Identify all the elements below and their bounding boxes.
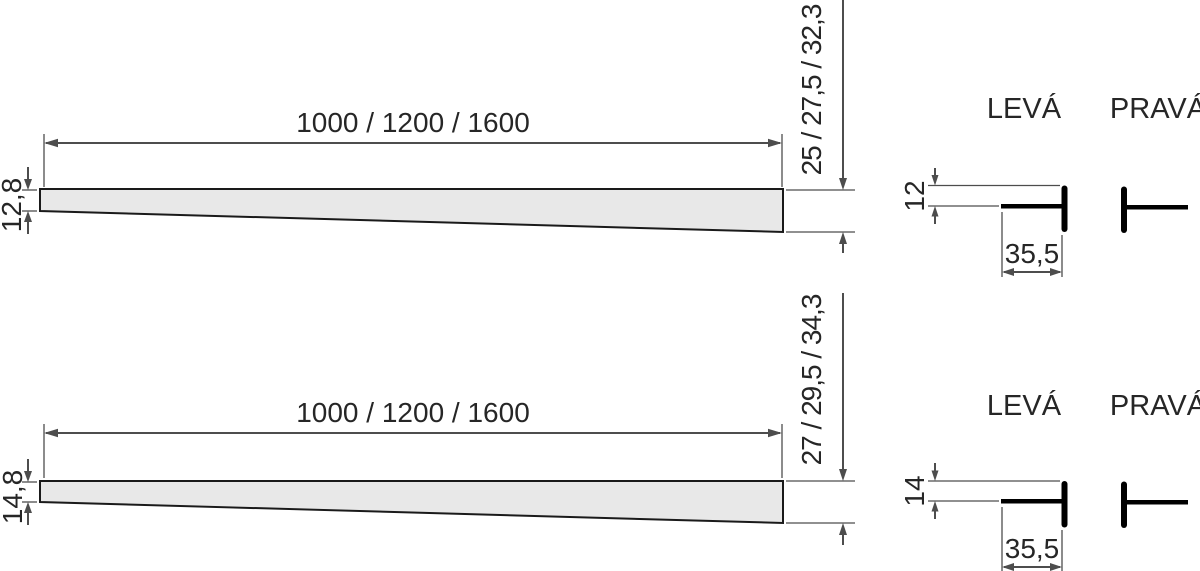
start-height-dimension-label: 12,8: [0, 177, 27, 233]
arrow-right-icon: [768, 428, 782, 438]
arrow-left-icon: [44, 138, 58, 148]
cross-width-dimension-label: 35,5: [1004, 238, 1060, 269]
arrow-right-icon: [1050, 563, 1062, 571]
arrow-down-icon: [24, 471, 32, 482]
right-variant-label: PRAVÁ: [1109, 390, 1200, 422]
arrow-up-icon: [931, 501, 939, 512]
end-height-dimension-label: 27 / 29,5 / 34,3: [796, 294, 827, 466]
arrow-left-icon: [44, 428, 58, 438]
left-profile-upstand-icon: [1061, 185, 1068, 232]
arrow-down-icon: [931, 175, 939, 186]
cross-height-dimension-label: 12: [899, 180, 930, 212]
arrow-right-icon: [1050, 268, 1062, 276]
start-height-dimension-label: 14,8: [0, 469, 28, 525]
arrow-right-icon: [768, 138, 782, 148]
right-profile-upstand-icon: [1121, 481, 1127, 528]
section-b: [22, 293, 1188, 571]
arrow-left-icon: [1002, 563, 1014, 571]
arrow-left-icon: [1002, 268, 1014, 276]
length-dimension-label: 1000 / 1200 / 1600: [296, 397, 530, 428]
right-profile-base-icon: [1127, 205, 1188, 210]
arrow-down-icon: [931, 470, 939, 481]
arrow-up-icon: [839, 232, 847, 244]
arrow-down-icon: [839, 178, 847, 190]
left-profile-base-icon: [1001, 499, 1062, 504]
arrow-up-icon: [24, 211, 32, 222]
arrow-up-icon: [24, 502, 32, 513]
arrow-up-icon: [839, 523, 847, 535]
left-profile-upstand-icon: [1061, 481, 1068, 528]
arrow-down-icon: [839, 469, 847, 481]
wedge-profile: [39, 188, 784, 234]
arrow-down-icon: [24, 179, 32, 190]
cross-height-dimension-label: 14: [899, 475, 930, 507]
left-variant-label: LEVÁ: [986, 93, 1062, 125]
cross-width-dimension-label: 35,5: [1004, 533, 1060, 564]
wedge-profile: [39, 480, 784, 525]
left-variant-label: LEVÁ: [986, 390, 1062, 422]
end-height-dimension-label: 25 / 27,5 / 32,3: [796, 4, 827, 176]
right-profile-base-icon: [1127, 500, 1188, 505]
left-profile-base-icon: [1001, 204, 1062, 209]
length-dimension-label: 1000 / 1200 / 1600: [296, 107, 530, 138]
right-variant-label: PRAVÁ: [1109, 93, 1200, 125]
arrow-up-icon: [931, 206, 939, 217]
section-a: [22, 0, 1188, 277]
right-profile-upstand-icon: [1121, 186, 1127, 233]
